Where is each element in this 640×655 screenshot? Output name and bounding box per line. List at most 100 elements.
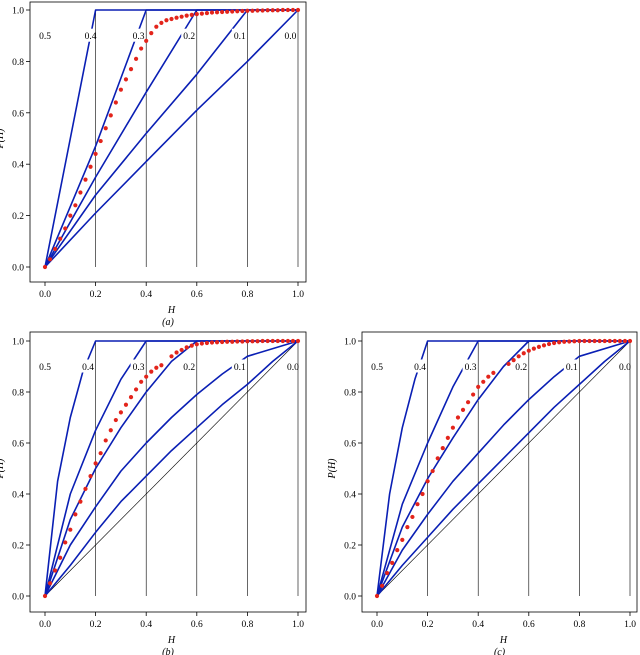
data-point-42 bbox=[260, 338, 265, 344]
data-point-30 bbox=[199, 341, 204, 346]
data-point-28 bbox=[184, 13, 189, 18]
curve-label-3: 0.2 bbox=[183, 32, 195, 42]
data-point-23 bbox=[159, 363, 164, 368]
y-tick-label-1: 0.2 bbox=[344, 542, 356, 552]
x-tick-label-2: 0.4 bbox=[140, 620, 152, 630]
data-point-21 bbox=[149, 369, 154, 374]
data-point-11 bbox=[98, 451, 103, 456]
plot-frame bbox=[29, 331, 307, 613]
data-point-17 bbox=[128, 395, 134, 400]
data-point-31 bbox=[541, 343, 547, 348]
data-point-19 bbox=[139, 46, 144, 51]
x-tick-label-3: 0.6 bbox=[191, 620, 203, 630]
data-point-34 bbox=[214, 10, 220, 15]
data-point-22 bbox=[486, 374, 491, 379]
data-point-8 bbox=[415, 502, 420, 507]
y-tick-label-4: 0.8 bbox=[12, 389, 24, 399]
data-point-5 bbox=[68, 527, 73, 532]
data-point-46 bbox=[275, 8, 280, 13]
data-point-5 bbox=[68, 213, 73, 218]
data-point-10 bbox=[425, 479, 430, 484]
data-point-32 bbox=[209, 340, 215, 345]
data-point-3 bbox=[58, 555, 63, 560]
y-axis-title: P(H) bbox=[0, 458, 6, 480]
x-tick-label-5: 1.0 bbox=[292, 290, 304, 300]
data-point-45 bbox=[275, 338, 280, 344]
curve-3 bbox=[376, 340, 630, 597]
curve-label-0: 0.5 bbox=[39, 363, 51, 373]
data-point-28 bbox=[189, 343, 194, 348]
data-point-18 bbox=[465, 400, 471, 405]
data-point-21 bbox=[481, 379, 486, 384]
data-point-34 bbox=[220, 339, 225, 345]
data-point-44 bbox=[270, 338, 275, 344]
data-point-42 bbox=[597, 338, 602, 344]
x-tick-label-3: 0.6 bbox=[523, 620, 535, 630]
panel-caption: (b) bbox=[162, 647, 174, 655]
data-point-25 bbox=[169, 16, 174, 22]
data-point-11 bbox=[430, 468, 435, 474]
panel-caption: (c) bbox=[494, 647, 506, 655]
x-axis-title: H bbox=[167, 305, 176, 316]
data-point-20 bbox=[144, 374, 149, 379]
x-tick-label-4: 0.8 bbox=[573, 620, 585, 630]
data-point-12 bbox=[103, 438, 108, 443]
curve-5 bbox=[44, 9, 299, 268]
data-point-24 bbox=[506, 361, 511, 367]
x-axis-title: H bbox=[499, 635, 508, 646]
data-point-7 bbox=[410, 514, 415, 520]
y-tick-label-5: 1.0 bbox=[12, 338, 24, 348]
data-point-33 bbox=[552, 340, 557, 346]
data-point-0 bbox=[42, 264, 48, 270]
data-point-31 bbox=[204, 340, 210, 346]
data-point-49 bbox=[290, 7, 296, 13]
y-tick-label-3: 0.6 bbox=[12, 109, 24, 119]
data-point-38 bbox=[235, 9, 240, 14]
y-tick-label-0: 0.0 bbox=[344, 593, 356, 603]
data-point-26 bbox=[516, 354, 521, 359]
data-point-39 bbox=[240, 8, 245, 14]
data-point-24 bbox=[169, 354, 174, 359]
x-tick-label-0: 0.0 bbox=[39, 620, 51, 630]
y-tick-label-0: 0.0 bbox=[12, 264, 24, 274]
data-point-41 bbox=[250, 8, 255, 13]
panel-caption: (a) bbox=[162, 317, 174, 328]
data-point-43 bbox=[602, 338, 607, 344]
x-tick-label-4: 0.8 bbox=[241, 290, 253, 300]
data-point-30 bbox=[194, 12, 199, 17]
data-point-16 bbox=[455, 415, 461, 420]
data-point-0 bbox=[42, 593, 48, 599]
data-point-40 bbox=[245, 8, 250, 13]
curve-label-2: 0.3 bbox=[133, 363, 145, 373]
x-tick-label-1: 0.2 bbox=[90, 620, 102, 630]
data-point-49 bbox=[295, 338, 301, 344]
curve-label-3: 0.2 bbox=[183, 363, 195, 373]
data-point-3 bbox=[58, 236, 63, 241]
data-point-13 bbox=[440, 446, 445, 451]
curve-label-4: 0.1 bbox=[234, 32, 246, 42]
data-point-35 bbox=[225, 339, 230, 344]
curve-3 bbox=[44, 9, 298, 268]
data-point-22 bbox=[154, 365, 159, 370]
curve-label-1: 0.4 bbox=[414, 363, 426, 373]
data-point-35 bbox=[562, 339, 567, 344]
x-tick-label-5: 1.0 bbox=[292, 620, 304, 630]
curve-label-1: 0.4 bbox=[82, 363, 94, 373]
curve-4 bbox=[44, 340, 299, 597]
curve-label-1: 0.4 bbox=[85, 32, 97, 42]
data-point-43 bbox=[260, 8, 265, 13]
curve-label-0: 0.5 bbox=[39, 32, 51, 42]
data-point-7 bbox=[78, 190, 83, 195]
curve-1 bbox=[376, 340, 630, 597]
data-point-27 bbox=[184, 345, 189, 350]
data-point-36 bbox=[230, 339, 235, 344]
data-point-2 bbox=[385, 570, 390, 576]
x-tick-label-2: 0.4 bbox=[140, 290, 152, 300]
curve-1 bbox=[44, 340, 298, 597]
x-tick-label-0: 0.0 bbox=[39, 290, 51, 300]
data-point-14 bbox=[445, 435, 450, 440]
data-point-36 bbox=[567, 339, 572, 344]
curve-label-3: 0.2 bbox=[515, 363, 527, 373]
data-point-39 bbox=[582, 338, 587, 344]
